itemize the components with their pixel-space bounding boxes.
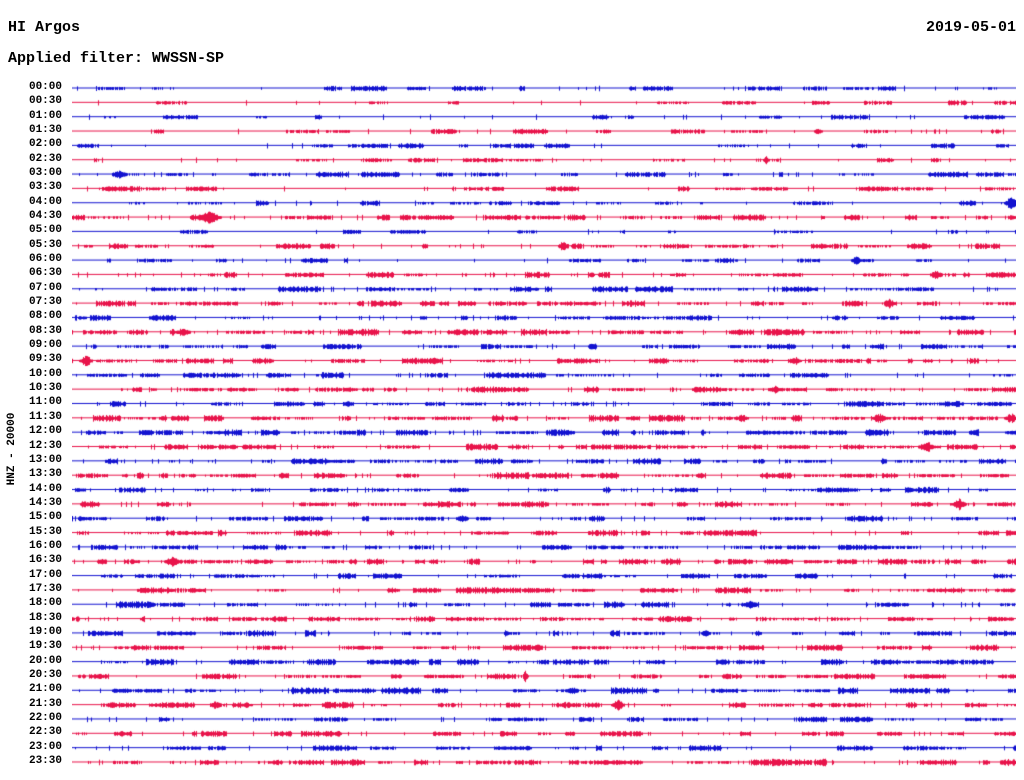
time-label: 00:30 [28,95,62,108]
time-label: 08:00 [28,310,62,323]
time-label: 12:30 [28,439,62,452]
time-label: 05:30 [28,238,62,251]
station-title: HI Argos [8,19,81,36]
time-label: 02:30 [28,152,62,165]
time-label: 18:00 [28,597,62,610]
applied-filter-label: Applied filter: WWSSN-SP [8,50,225,67]
time-label: 15:30 [28,525,62,538]
time-label: 18:30 [28,611,62,624]
time-label: 16:30 [28,554,62,567]
time-label: 17:00 [28,568,62,581]
time-label: 14:00 [28,482,62,495]
time-label: 21:00 [28,683,62,696]
time-label: 09:30 [28,353,62,366]
time-label: 03:00 [28,167,62,180]
time-label: 14:30 [28,496,62,509]
time-label: 01:30 [28,124,62,137]
time-label: 19:00 [28,625,62,638]
time-label: 20:30 [28,668,62,681]
time-label: 19:30 [28,640,62,653]
time-label: 22:30 [28,726,62,739]
time-label: 01:00 [28,109,62,122]
time-label: 10:00 [28,367,62,380]
time-label: 07:30 [28,296,62,309]
time-label: 11:30 [28,410,62,423]
time-label: 08:30 [28,324,62,337]
time-label: 06:30 [28,267,62,280]
time-label: 16:00 [28,539,62,552]
time-label: 09:00 [28,339,62,352]
time-label: 05:00 [28,224,62,237]
time-label: 13:30 [28,468,62,481]
time-label: 13:00 [28,453,62,466]
time-label: 21:30 [28,697,62,710]
time-label: 22:00 [28,711,62,724]
time-label: 04:00 [28,195,62,208]
time-label: 06:00 [28,253,62,266]
time-axis-labels: 00:00 00:30 01:00 01:30 02:00 02:30 03:00 03:30… [0,0,62,780]
time-label: 04:30 [28,210,62,223]
time-label: 03:30 [28,181,62,194]
time-label: 20:00 [28,654,62,667]
time-label: 23:30 [28,754,62,767]
time-label: 23:00 [28,740,62,753]
time-label: 00:00 [28,81,62,93]
time-label: 11:00 [28,396,62,409]
time-label: 15:00 [28,511,62,524]
plot-date: 2019-05-01 [925,19,1016,36]
time-label: 02:00 [28,138,62,151]
time-label: 07:00 [28,281,62,294]
time-label: 12:00 [28,425,62,438]
time-label: 10:30 [28,382,62,395]
time-label: 17:30 [28,582,62,595]
seismogram-traces [72,80,1016,775]
